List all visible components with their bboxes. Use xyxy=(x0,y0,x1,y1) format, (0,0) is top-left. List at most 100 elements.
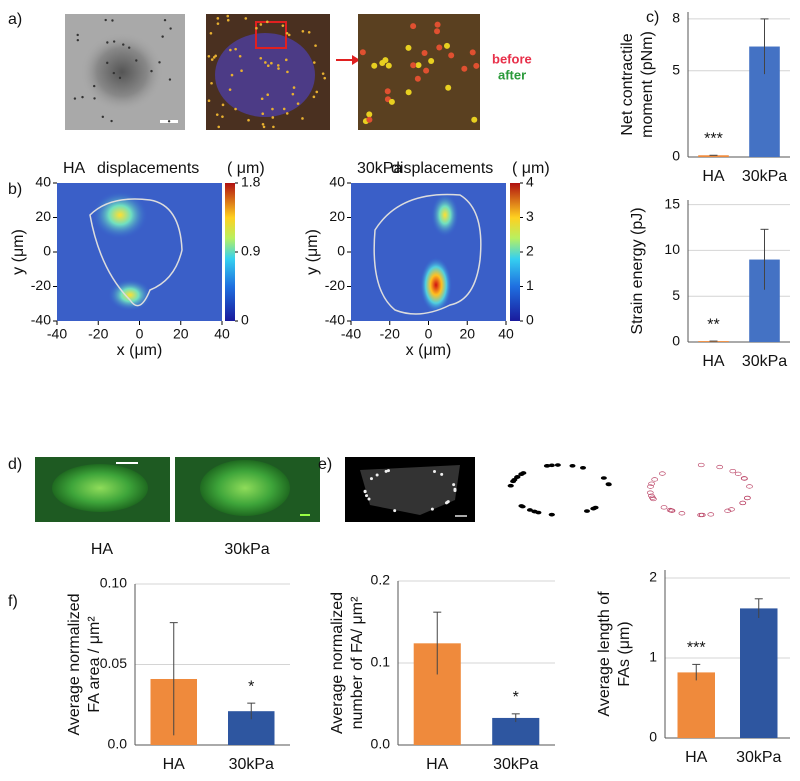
particle xyxy=(106,41,109,44)
particle xyxy=(106,61,109,65)
y-axis-label: number of FA/ μm² xyxy=(349,596,366,729)
adhesion xyxy=(660,505,668,510)
adhesion xyxy=(668,508,675,513)
bead xyxy=(247,118,250,122)
adhesion xyxy=(453,487,457,491)
y-tick-label: 0.0 xyxy=(371,736,391,752)
bead xyxy=(216,17,220,20)
particle xyxy=(122,43,125,46)
x-tick-label: 40 xyxy=(498,326,514,342)
adhesion xyxy=(363,490,367,494)
bead xyxy=(301,117,304,120)
bead xyxy=(264,61,267,64)
adhesion xyxy=(605,482,612,486)
adhesion xyxy=(531,509,538,514)
particle xyxy=(93,84,96,88)
x-tick-label: 30kPa xyxy=(493,756,538,773)
bead xyxy=(291,92,295,96)
bead xyxy=(434,21,441,28)
bar xyxy=(698,155,729,157)
bead xyxy=(229,48,232,52)
bead xyxy=(265,20,269,24)
cell-outline xyxy=(373,193,482,315)
adhesion xyxy=(430,507,434,511)
bead xyxy=(382,57,389,64)
bead xyxy=(270,61,273,65)
bead xyxy=(366,111,373,118)
colorbar-tick-label: 4 xyxy=(526,174,534,190)
bead xyxy=(271,107,274,111)
decorations xyxy=(73,14,753,518)
adhesion xyxy=(393,509,397,513)
adhesion xyxy=(743,495,751,501)
legend-before: before xyxy=(492,51,532,66)
bead xyxy=(228,88,232,91)
colorbar-tick-label: 2 xyxy=(526,243,534,259)
bead xyxy=(266,93,270,97)
cell xyxy=(200,460,290,516)
y-tick-label: 0.2 xyxy=(371,572,391,588)
adhesion xyxy=(452,483,456,487)
bead xyxy=(292,86,296,89)
cell xyxy=(80,32,164,112)
colorbar-tick-label: 1.8 xyxy=(241,174,261,190)
bead xyxy=(221,115,224,118)
x-tick-label: -20 xyxy=(88,326,108,342)
y-tick-label: 2 xyxy=(649,569,657,585)
particle xyxy=(76,33,79,37)
x-tick-label: -40 xyxy=(341,326,361,342)
particle xyxy=(118,76,122,80)
particle xyxy=(135,59,138,62)
colorbar xyxy=(225,183,235,321)
adhesion xyxy=(583,509,590,513)
y-tick-label: 0 xyxy=(649,729,657,745)
particle xyxy=(127,46,131,49)
image-label: 30kPa xyxy=(224,541,269,558)
y-tick-label: 0 xyxy=(337,243,345,259)
colorbar-tick-label: 0.9 xyxy=(241,243,261,259)
bead xyxy=(423,67,430,74)
bead xyxy=(262,125,266,129)
hotspot xyxy=(420,257,452,313)
bead xyxy=(443,42,450,49)
y-axis-label: FAs (μm) xyxy=(616,621,633,686)
bead xyxy=(215,113,219,116)
x-tick-label: HA xyxy=(702,353,725,370)
adhesion xyxy=(746,484,753,489)
y-tick-label: 8 xyxy=(672,10,680,26)
adhesion xyxy=(647,484,654,489)
scale-bar xyxy=(116,462,138,464)
bead xyxy=(448,52,455,59)
adhesion xyxy=(678,511,686,516)
bead xyxy=(471,116,478,123)
adhesion xyxy=(600,476,607,480)
y-axis-label: Net contractile xyxy=(619,33,636,135)
bead xyxy=(277,67,280,70)
bead xyxy=(314,44,317,47)
bead xyxy=(226,18,230,22)
bead xyxy=(384,88,391,95)
significance: *** xyxy=(704,130,723,147)
bead xyxy=(410,23,417,30)
hotspot xyxy=(92,191,148,239)
bead xyxy=(209,31,213,35)
zoom-box xyxy=(255,21,287,49)
y-tick-label: 1 xyxy=(649,649,657,665)
colorbar-tick-label: 0 xyxy=(526,312,534,328)
condition-label: HA xyxy=(63,160,86,177)
x-tick-label: -40 xyxy=(47,326,67,342)
x-tick-label: 40 xyxy=(214,326,230,342)
adhesion xyxy=(369,477,373,481)
bead xyxy=(272,125,275,129)
x-tick-label: -20 xyxy=(380,326,400,342)
bead xyxy=(410,62,417,69)
adhesion xyxy=(698,512,706,518)
particle xyxy=(112,71,116,75)
bead xyxy=(281,24,285,27)
adhesion xyxy=(648,493,655,498)
adhesion xyxy=(507,483,514,488)
adhesion xyxy=(375,473,379,477)
bead xyxy=(473,62,480,69)
bead xyxy=(216,22,220,25)
bead xyxy=(266,64,270,68)
